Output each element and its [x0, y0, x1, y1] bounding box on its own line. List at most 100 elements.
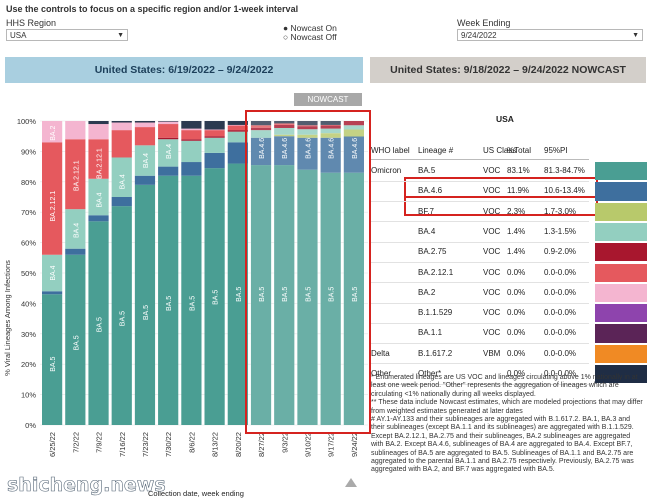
week-select[interactable]: 9/24/2022 ▼ [457, 29, 643, 41]
bar-segment-bf-7[interactable] [274, 134, 295, 137]
bar-segment-ba-2-75[interactable] [158, 137, 179, 140]
bar-segment-ba-2[interactable] [181, 128, 202, 131]
bar-segment-ba-2-12-1[interactable] [111, 130, 132, 158]
bar-segment-ba-2-12-1[interactable] [204, 130, 225, 137]
bar-segment-ba-2[interactable] [65, 121, 86, 140]
bar-segment-other[interactable] [274, 121, 295, 124]
bar-segment-ba-4-6[interactable] [250, 137, 272, 166]
nowcast-tab[interactable]: NOWCAST [294, 93, 362, 106]
bar-segment-ba-2[interactable] [134, 122, 156, 128]
bar-segment-ba-2-12-1[interactable] [158, 124, 179, 138]
bar-segment-other[interactable] [88, 121, 109, 125]
bar-segment-ba-2-75[interactable] [297, 126, 318, 130]
bar-segment-ba-5[interactable] [111, 206, 132, 425]
bar-segment-ba-2-12-1[interactable] [88, 139, 109, 179]
bar-segment-other[interactable] [297, 121, 318, 126]
bar-segment-ba-2-75[interactable] [204, 136, 225, 138]
lineage-color-swatch[interactable] [595, 304, 647, 323]
bar-segment-ba-4-6[interactable] [111, 197, 132, 207]
bar-segment-ba-4-6[interactable] [343, 136, 364, 173]
bar-segment-ba-4[interactable] [158, 139, 179, 167]
bar-segment-bf-7[interactable] [343, 129, 364, 137]
bar-segment-other[interactable] [181, 121, 202, 129]
bar-segment-ba-2[interactable] [204, 129, 225, 131]
bar-segment-ba-4[interactable] [343, 125, 364, 130]
table-column-header[interactable]: WHO label [371, 146, 410, 155]
bar-segment-ba-4[interactable] [297, 129, 318, 135]
table-column-header[interactable]: US Class [483, 146, 517, 155]
bar-segment-ba-5[interactable] [250, 165, 272, 425]
bar-segment-ba-5[interactable] [88, 221, 109, 425]
bar-segment-ba-4[interactable] [134, 145, 156, 176]
bar-segment-bf-7[interactable] [297, 134, 318, 138]
table-column-header[interactable]: 95%PI [544, 146, 568, 155]
bar-segment-ba-2[interactable] [227, 124, 248, 126]
bar-segment-ba-5[interactable] [158, 175, 179, 425]
bar-segment-ba-5[interactable] [65, 254, 86, 425]
bar-segment-ba-2-75[interactable] [227, 130, 248, 132]
bar-segment-ba-4[interactable] [65, 209, 86, 249]
bar-segment-ba-5[interactable] [274, 165, 295, 425]
lineage-color-swatch[interactable] [595, 263, 647, 282]
bar-segment-ba-4-6[interactable] [181, 162, 202, 176]
bar-segment-ba-2-75[interactable] [181, 139, 202, 141]
bar-segment-ba-2-12-1[interactable] [181, 130, 202, 140]
bar-segment-ba-5[interactable] [181, 175, 202, 425]
lineage-color-swatch[interactable] [595, 365, 647, 384]
bar-segment-ba-5[interactable] [297, 169, 318, 425]
bar-segment-ba-2[interactable] [111, 122, 132, 131]
region-select[interactable]: USA ▼ [6, 29, 128, 41]
bar-segment-ba-4[interactable] [274, 127, 295, 135]
lineage-color-swatch[interactable] [595, 344, 647, 363]
nowcast-on-radio[interactable]: ● Nowcast On [283, 23, 337, 33]
bar-segment-ba-2-12-1[interactable] [65, 139, 86, 210]
lineage-color-swatch[interactable] [595, 283, 647, 303]
bar-segment-ba-2-75[interactable] [343, 121, 364, 126]
bar-segment-ba-4-6[interactable] [134, 175, 156, 185]
bar-segment-other[interactable] [320, 121, 341, 125]
bar-segment-ba-4-6[interactable] [320, 137, 341, 173]
bar-segment-ba-4[interactable] [88, 178, 109, 216]
bar-segment-ba-5[interactable] [227, 163, 248, 425]
bar-segment-ba-4[interactable] [227, 131, 248, 143]
bar-segment-ba-5[interactable] [42, 294, 63, 425]
bar-segment-ba-4-6[interactable] [65, 248, 86, 255]
bar-segment-ba-2[interactable] [88, 124, 109, 140]
bar-segment-ba-2-12-1[interactable] [250, 125, 272, 128]
lineage-color-swatch[interactable] [595, 243, 647, 262]
bar-segment-ba-4[interactable] [111, 157, 132, 197]
bar-segment-ba-4[interactable] [42, 254, 63, 292]
bar-segment-ba-5[interactable] [343, 172, 364, 425]
bar-segment-ba-2[interactable] [158, 121, 179, 125]
bar-segment-other[interactable] [250, 121, 272, 126]
bar-segment-ba-5[interactable] [320, 172, 341, 425]
bar-segment-ba-5[interactable] [134, 184, 156, 425]
bar-segment-ba-4-6[interactable] [227, 142, 248, 164]
bar-segment-ba-4[interactable] [320, 128, 341, 134]
lineage-color-swatch[interactable] [595, 202, 647, 221]
bar-segment-ba-2-75[interactable] [250, 127, 272, 131]
bar-segment-ba-4[interactable] [181, 140, 202, 163]
bar-segment-ba-2-12-1[interactable] [134, 127, 156, 146]
bar-segment-ba-2-75[interactable] [320, 125, 341, 129]
bar-segment-ba-4-6[interactable] [204, 152, 225, 169]
bar-segment-other[interactable] [111, 121, 132, 123]
bar-segment-ba-4-6[interactable] [42, 291, 63, 295]
bar-segment-ba-4-6[interactable] [297, 137, 318, 170]
bar-segment-other[interactable] [158, 121, 179, 122]
bar-segment-ba-4-6[interactable] [274, 136, 295, 166]
bar-segment-ba-2-12-1[interactable] [274, 123, 295, 125]
bar-segment-ba-4-6[interactable] [158, 166, 179, 176]
bar-segment-ba-2-75[interactable] [274, 124, 295, 128]
bar-segment-ba-4[interactable] [204, 137, 225, 153]
bar-segment-other[interactable] [134, 121, 156, 123]
table-column-header[interactable]: %Total [507, 146, 532, 155]
lineage-color-swatch[interactable] [595, 222, 647, 242]
bar-segment-other[interactable] [227, 121, 248, 125]
bar-segment-other[interactable] [204, 121, 225, 130]
bar-segment-ba-2-12-1[interactable] [227, 125, 248, 131]
bar-segment-ba-2-12-1[interactable] [297, 125, 318, 127]
nowcast-off-radio[interactable]: ○ Nowcast Off [283, 32, 337, 42]
lineage-color-swatch[interactable] [595, 162, 647, 181]
bar-segment-bf-7[interactable] [320, 133, 341, 138]
